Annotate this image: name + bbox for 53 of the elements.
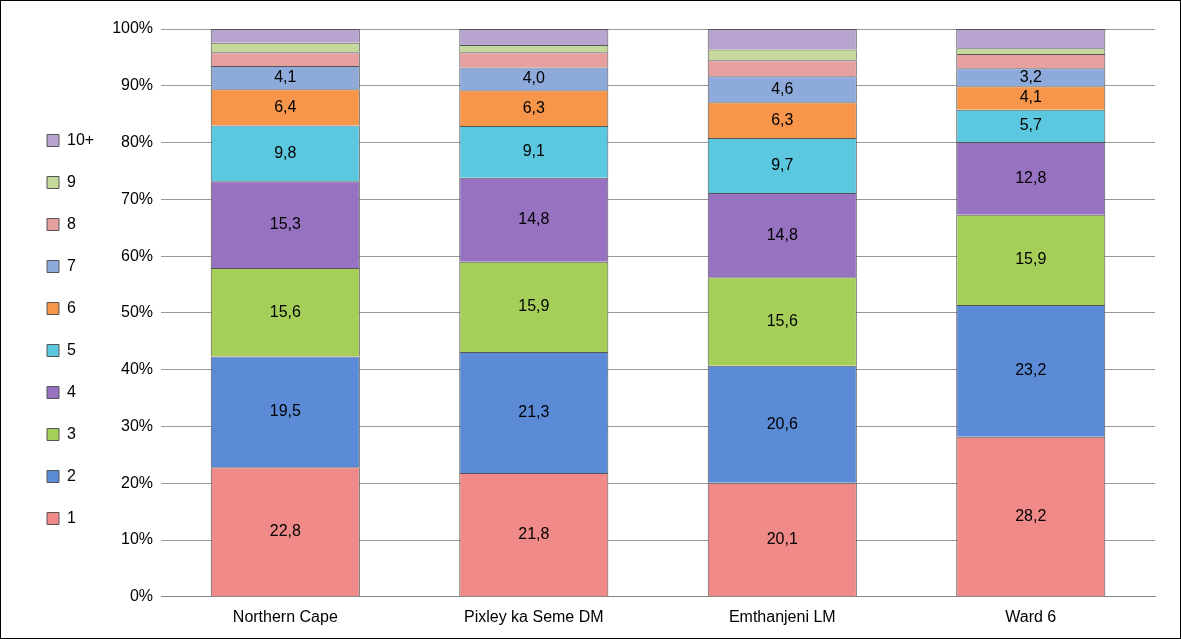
data-label: 22,8 <box>269 522 301 540</box>
data-label: 12,8 <box>1015 168 1047 186</box>
y-tick-label: 40% <box>121 360 154 378</box>
y-tick-label: 70% <box>121 189 154 207</box>
data-label: 14,8 <box>766 225 798 243</box>
data-label: 9,7 <box>771 155 794 173</box>
data-label: 28,2 <box>1015 506 1047 524</box>
y-tick-label: 50% <box>121 303 154 321</box>
data-label: 9,1 <box>522 142 546 160</box>
data-label: 6,3 <box>522 98 546 116</box>
legend-label: 9 <box>67 172 76 190</box>
data-label: 6,4 <box>274 97 297 115</box>
data-label: 14,8 <box>518 210 550 228</box>
data-label: 20,6 <box>766 414 798 432</box>
data-label: 4,1 <box>1019 88 1042 106</box>
legend-label: 10+ <box>67 130 95 148</box>
data-label: 15,9 <box>1015 250 1047 268</box>
y-tick-label: 20% <box>121 473 154 491</box>
x-tick-label: Ward 6 <box>1005 607 1057 625</box>
y-tick-label: 80% <box>121 132 154 150</box>
data-label: 6,3 <box>771 110 794 128</box>
data-label: 15,6 <box>269 302 301 320</box>
legend-label: 4 <box>67 382 76 400</box>
data-label: 5,7 <box>1019 116 1042 134</box>
x-tick-label: Northern Cape <box>232 607 338 625</box>
legend-label: 8 <box>67 214 76 232</box>
data-label: 3,2 <box>1019 67 1042 85</box>
data-label: 9,8 <box>274 143 297 161</box>
data-label: 23,2 <box>1015 361 1047 379</box>
y-tick-label: 30% <box>121 416 154 434</box>
legend-label: 7 <box>67 256 76 274</box>
y-tick-label: 100% <box>112 19 154 37</box>
data-label: 20,1 <box>766 529 798 547</box>
data-label: 15,9 <box>518 297 550 315</box>
y-tick-label: 90% <box>121 76 154 94</box>
data-label: 19,5 <box>269 402 301 420</box>
legend-label: 6 <box>67 298 76 316</box>
data-label: 21,3 <box>518 402 550 420</box>
data-label: 4,0 <box>522 69 546 87</box>
data-label: 15,3 <box>269 215 301 233</box>
x-tick-label: Emthanjeni LM <box>728 607 836 625</box>
y-tick-label: 10% <box>121 530 154 548</box>
y-tick-label: 60% <box>121 246 154 264</box>
data-label: 4,6 <box>771 79 794 97</box>
data-label: 4,1 <box>274 67 297 85</box>
data-label: 21,8 <box>518 525 550 543</box>
data-label: 15,6 <box>766 311 798 329</box>
legend-label: 3 <box>67 424 76 442</box>
legend-label: 2 <box>67 466 76 484</box>
x-tick-label: Pixley ka Seme DM <box>463 607 604 625</box>
legend-label: 5 <box>67 340 76 358</box>
y-tick-label: 0% <box>129 587 154 605</box>
legend-label: 1 <box>67 508 76 526</box>
